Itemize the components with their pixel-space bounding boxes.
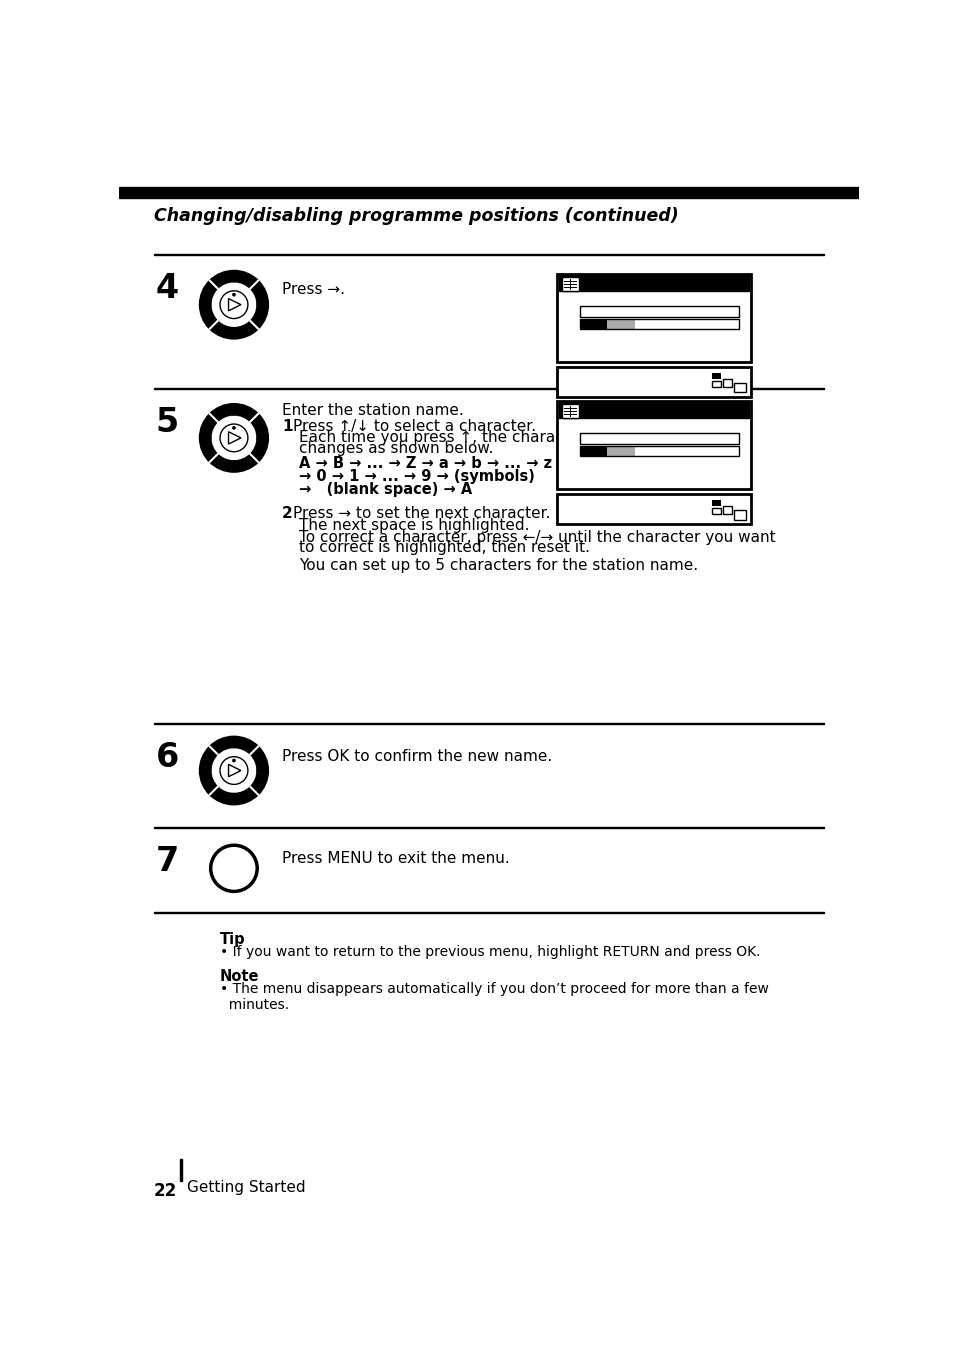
Polygon shape	[232, 279, 236, 283]
Text: Each time you press ↑, the character: Each time you press ↑, the character	[298, 430, 585, 445]
Bar	[634, 319, 739, 330]
Polygon shape	[232, 412, 236, 415]
Bar	[557, 402, 750, 489]
Text: 4: 4	[155, 272, 178, 304]
Text: Changing/disabling programme positions (continued): Changing/disabling programme positions (…	[154, 207, 679, 224]
Circle shape	[220, 425, 248, 452]
Text: → 0 → 1 → ... → 9 → (symbols): → 0 → 1 → ... → 9 → (symbols)	[298, 469, 535, 484]
Bar	[733, 510, 745, 519]
Bar	[722, 507, 732, 514]
Text: Press ↑/↓ to select a character.: Press ↑/↓ to select a character.	[293, 419, 536, 434]
Bar	[557, 366, 750, 397]
Bar	[561, 404, 578, 418]
Polygon shape	[208, 303, 212, 307]
Polygon shape	[208, 435, 212, 441]
Bar	[557, 274, 750, 362]
Bar	[722, 380, 732, 387]
Text: Press →.: Press →.	[282, 281, 345, 296]
Text: Press OK to confirm the new name.: Press OK to confirm the new name.	[282, 749, 552, 764]
Text: A → B → ... → Z → a → b → ... → z: A → B → ... → Z → a → b → ... → z	[298, 456, 552, 470]
Text: to correct is highlighted, then reset it.: to correct is highlighted, then reset it…	[298, 541, 590, 556]
Polygon shape	[250, 281, 268, 329]
Bar	[561, 277, 578, 291]
Polygon shape	[232, 460, 236, 464]
Text: 7: 7	[155, 845, 179, 879]
Bar	[558, 403, 748, 418]
Polygon shape	[256, 768, 260, 773]
Polygon shape	[250, 746, 268, 795]
Circle shape	[233, 293, 234, 296]
Polygon shape	[210, 404, 258, 422]
Bar	[634, 446, 739, 457]
Bar	[579, 446, 739, 457]
Bar	[711, 381, 720, 387]
Text: To correct a character, press ←/→ until the character you want: To correct a character, press ←/→ until …	[298, 530, 775, 545]
Text: 2: 2	[282, 507, 293, 522]
Text: →   (blank space) → A: → (blank space) → A	[298, 481, 472, 496]
Bar	[579, 307, 739, 316]
Text: Press MENU to exit the menu.: Press MENU to exit the menu.	[282, 852, 509, 867]
Bar	[711, 500, 720, 507]
Text: You can set up to 5 characters for the station name.: You can set up to 5 characters for the s…	[298, 558, 698, 573]
Polygon shape	[232, 327, 236, 331]
Polygon shape	[210, 270, 258, 288]
Circle shape	[211, 281, 257, 327]
Text: • If you want to return to the previous menu, highlight RETURN and press OK.: • If you want to return to the previous …	[220, 945, 760, 959]
Circle shape	[211, 748, 257, 794]
Bar	[119, 187, 858, 197]
Polygon shape	[256, 303, 260, 307]
Polygon shape	[210, 320, 258, 338]
Polygon shape	[232, 792, 236, 796]
Text: The next space is highlighted.: The next space is highlighted.	[298, 518, 529, 533]
Circle shape	[211, 415, 257, 461]
Text: Press → to set the next character.: Press → to set the next character.	[293, 507, 550, 522]
Text: • The menu disappears automatically if you don’t proceed for more than a few
  m: • The menu disappears automatically if y…	[220, 982, 768, 1011]
Circle shape	[220, 757, 248, 784]
Circle shape	[211, 845, 257, 891]
Text: Getting Started: Getting Started	[187, 1180, 306, 1195]
Bar	[579, 446, 607, 457]
Polygon shape	[210, 787, 258, 804]
Polygon shape	[199, 281, 217, 329]
Circle shape	[220, 291, 248, 319]
Text: 1: 1	[282, 419, 293, 434]
Text: changes as shown below.: changes as shown below.	[298, 441, 493, 456]
Polygon shape	[199, 414, 217, 462]
Bar	[558, 276, 748, 291]
Text: 6: 6	[155, 741, 179, 775]
Bar	[579, 433, 739, 443]
Polygon shape	[210, 737, 258, 754]
Bar	[711, 373, 720, 380]
Polygon shape	[256, 435, 260, 441]
Text: Note: Note	[220, 969, 259, 984]
Text: 22: 22	[154, 1182, 177, 1199]
Bar	[579, 319, 739, 330]
Polygon shape	[250, 414, 268, 462]
Polygon shape	[208, 768, 212, 773]
Bar	[607, 446, 634, 457]
Polygon shape	[199, 746, 217, 795]
Text: Tip: Tip	[220, 933, 245, 948]
Circle shape	[233, 427, 234, 429]
Bar	[557, 493, 750, 525]
Circle shape	[233, 760, 234, 761]
Text: Enter the station name.: Enter the station name.	[282, 403, 463, 418]
Bar	[711, 508, 720, 514]
Polygon shape	[232, 745, 236, 748]
Text: 5: 5	[155, 407, 179, 439]
Polygon shape	[210, 454, 258, 472]
Bar	[579, 319, 607, 330]
Bar	[180, 1160, 181, 1180]
Bar	[607, 319, 634, 330]
Bar	[733, 383, 745, 392]
